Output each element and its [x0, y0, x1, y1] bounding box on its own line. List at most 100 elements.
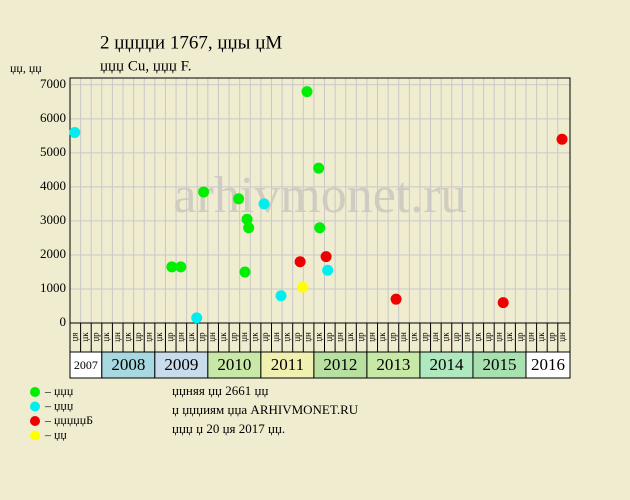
column-label: џр: [260, 332, 270, 342]
column-label: џр: [451, 332, 461, 342]
point: [322, 264, 334, 276]
y-axis-label: џџ, џџ: [10, 61, 42, 75]
column-label: џн: [175, 332, 185, 342]
column-label: џн: [303, 332, 313, 342]
chart-subtitle: џџџ Cu, џџџ F.: [100, 58, 192, 74]
legend-marker: [30, 416, 40, 426]
legend-marker: [30, 430, 40, 441]
point: [166, 261, 178, 273]
point: [241, 213, 253, 225]
year-label: 2009: [164, 355, 198, 374]
column-label: џр: [324, 332, 334, 342]
column-label: џк: [250, 332, 260, 342]
legend-label: – џџџ: [44, 384, 74, 398]
column-label: џр: [483, 332, 493, 342]
point: [275, 290, 287, 302]
y-tick-label: 1000: [40, 280, 66, 295]
column-label: џк: [218, 332, 228, 342]
column-label: џн: [494, 332, 504, 342]
column-label: џн: [207, 332, 217, 342]
point: [313, 162, 325, 174]
point: [301, 86, 313, 98]
chart-title: 2 џџџџи 1767, џџы џМ: [100, 32, 282, 53]
column-label: џк: [536, 332, 546, 342]
legend-label: – џџџ: [44, 398, 74, 412]
point: [320, 251, 332, 263]
column-label: џр: [197, 332, 207, 342]
column-label: џк: [345, 332, 355, 342]
year-cell: [154, 351, 209, 379]
note: џџняя џџ 2661 џџ: [172, 383, 268, 398]
column-label: џк: [377, 332, 387, 342]
point: [556, 133, 568, 145]
point: [243, 222, 255, 234]
column-label: џр: [356, 332, 366, 342]
column-label: џк: [472, 332, 482, 342]
column-label: џк: [409, 332, 419, 342]
column-label: џк: [186, 332, 196, 342]
column-label: џн: [239, 332, 249, 342]
column-label: џн: [557, 332, 567, 342]
y-tick-label: 6000: [40, 110, 66, 125]
year-label: 2007: [74, 358, 98, 372]
note: џ џџџиям џџа ARHIVMONET.RU: [172, 402, 359, 417]
column-label: џр: [133, 332, 143, 342]
column-label: џр: [515, 332, 525, 342]
y-tick-label: 4000: [40, 178, 66, 193]
point: [390, 293, 402, 305]
year-label: 2011: [271, 355, 304, 374]
point: [497, 297, 509, 309]
legend-marker: [30, 401, 40, 412]
year-label: 2010: [217, 355, 251, 374]
column-label: џр: [292, 332, 302, 342]
year-label: 2014: [429, 355, 464, 374]
year-cell: [472, 351, 527, 379]
year-label: 2012: [323, 355, 357, 374]
column-label: џр: [547, 332, 557, 342]
plot-border: [69, 77, 571, 324]
legend-marker: [30, 387, 40, 397]
point: [258, 198, 270, 210]
column-label: џр: [165, 332, 175, 342]
point: [239, 266, 251, 278]
column-label: џк: [441, 332, 451, 342]
column-label: џн: [144, 332, 154, 342]
year-label: 2016: [531, 355, 565, 374]
column-label: џр: [419, 332, 429, 342]
column-label: џя: [69, 333, 79, 342]
point: [198, 186, 210, 198]
year-cell: [69, 351, 103, 379]
column-label: џр: [91, 332, 101, 342]
column-label: џк: [101, 332, 111, 342]
year-label: 2008: [111, 355, 145, 374]
point: [233, 193, 245, 205]
note: џџџ џ 20 џя 2017 џџ.: [172, 421, 285, 436]
column-label: џн: [112, 332, 122, 342]
column-label: џк: [281, 332, 291, 342]
column-label: џк: [154, 332, 164, 342]
year-cell: [366, 351, 421, 379]
column-label: џн: [398, 332, 408, 342]
column-label: џр: [387, 332, 397, 342]
point: [175, 261, 187, 273]
point: [294, 256, 306, 268]
y-tick-label: 0: [60, 314, 67, 329]
column-label: џн: [430, 332, 440, 342]
column-label: џн: [462, 332, 472, 342]
column-label: џк: [504, 332, 514, 342]
y-tick-label: 3000: [40, 212, 66, 227]
column-label: џк: [122, 332, 132, 342]
year-label: 2013: [376, 355, 410, 374]
watermark: arhivmonet.ru: [173, 167, 466, 224]
year-label: 2015: [482, 355, 516, 374]
point: [69, 126, 81, 138]
column-label: џк: [80, 332, 90, 342]
year-cell: [419, 351, 474, 379]
year-cell: [525, 351, 571, 379]
column-label: џр: [228, 332, 238, 342]
year-cell: [207, 351, 262, 379]
point: [191, 312, 203, 324]
legend-label: – џџ: [44, 427, 67, 441]
column-label: џн: [525, 332, 535, 342]
